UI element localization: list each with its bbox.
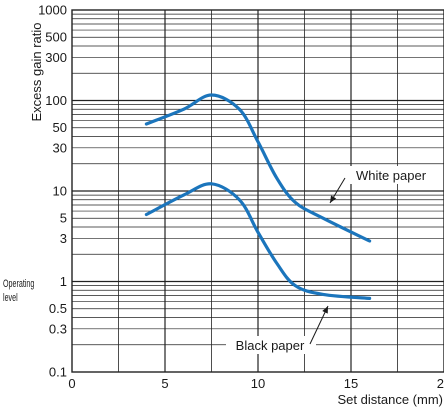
series-lines <box>144 93 372 300</box>
y-tick-label: 0.1 <box>49 365 67 380</box>
y-tick-label: 100 <box>45 93 67 108</box>
black-paper-label: Black paper <box>236 338 305 353</box>
y-tick-label: 50 <box>53 120 67 135</box>
y-tick-label: 0.3 <box>49 321 67 336</box>
operating-level-label: Operating level <box>3 278 36 304</box>
operating-level-line1: Operating <box>3 278 34 290</box>
x-tick-label: 15 <box>344 376 358 391</box>
grid <box>72 10 444 372</box>
black-paper-arrowhead <box>322 306 328 314</box>
y-tick-label: 5 <box>60 211 67 226</box>
black-paper-leader <box>309 305 329 345</box>
x-tick-label: 0 <box>68 376 75 391</box>
annotations: White paper Black paper <box>226 166 440 354</box>
y-tick-labels: 0.1 0.3 0.5 1 3 5 10 30 50 100 300 500 1000 <box>38 3 67 380</box>
y-tick-label: 1000 <box>38 3 67 18</box>
y-tick-label: 30 <box>53 140 67 155</box>
y-tick-label: 1 <box>60 274 67 289</box>
white-paper-label: White paper <box>356 168 427 183</box>
series-line-white-paper <box>144 93 372 243</box>
x-tick-labels: 0 5 10 15 20 <box>68 376 444 391</box>
y-tick-label: 0.5 <box>49 301 67 316</box>
operating-level-line2: level <box>3 292 18 304</box>
x-tick-label: 5 <box>161 376 168 391</box>
y-tick-label: 500 <box>45 30 67 45</box>
plot-frame <box>71 9 444 373</box>
y-tick-label: 10 <box>53 184 67 199</box>
black-paper-label-bg <box>226 336 316 354</box>
y-axis-title: Excess gain ratio <box>29 23 44 122</box>
white-paper-label-bg <box>342 166 440 184</box>
y-tick-label: 3 <box>60 231 67 246</box>
x-tick-label: 20 <box>437 376 444 391</box>
x-axis-title: Set distance (mm) <box>338 392 443 407</box>
x-tick-label: 10 <box>251 376 265 391</box>
series-line-black-paper <box>144 182 372 300</box>
white-paper-arrowhead <box>330 195 337 203</box>
y-tick-label: 300 <box>45 50 67 65</box>
